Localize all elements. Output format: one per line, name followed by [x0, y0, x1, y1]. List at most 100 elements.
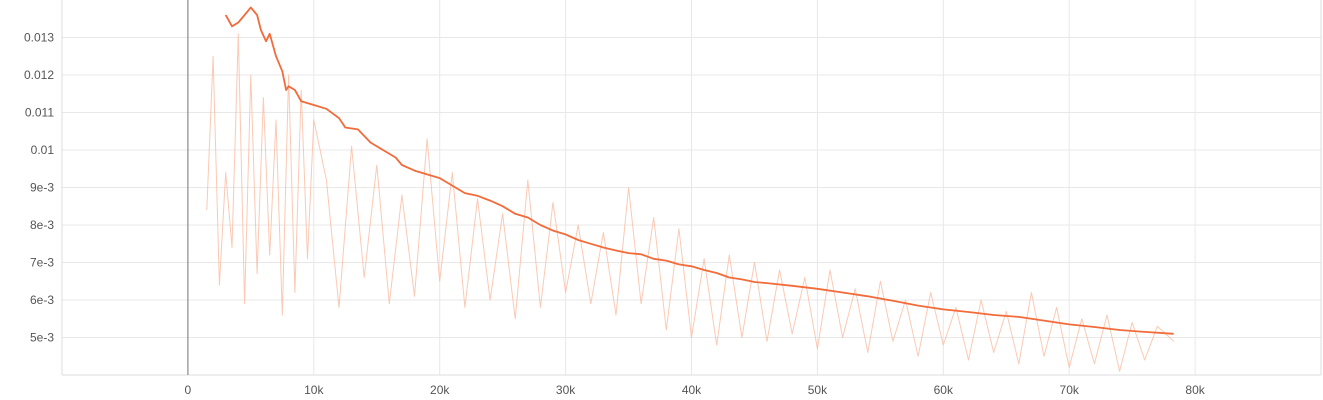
raw-series-line-point: [829, 269, 830, 270]
smoothed-series-line-point: [867, 296, 868, 297]
smoothed-series-line-point: [427, 174, 428, 175]
raw-series-line-point: [918, 356, 919, 357]
smoothed-series-line-point: [653, 258, 654, 259]
smoothed-series-line-point: [401, 164, 402, 165]
y-tick-label: 0.012: [24, 68, 54, 82]
smoothed-series-line-point: [1043, 320, 1044, 321]
smoothed-series-line-point: [1069, 324, 1070, 325]
raw-series-line-point: [288, 74, 289, 75]
raw-series-line-point: [968, 359, 969, 360]
raw-series-line-point: [502, 213, 503, 214]
smoothed-series-line-point: [250, 7, 251, 8]
x-tick-label: 50k: [808, 383, 828, 397]
raw-series-line-point: [729, 254, 730, 255]
raw-series-line-point: [244, 303, 245, 304]
smoothed-series-line-point: [603, 247, 604, 248]
smoothed-series-line-point: [414, 170, 415, 171]
raw-series-line-point: [641, 303, 642, 304]
raw-series-line-point: [817, 348, 818, 349]
raw-series-line-point: [376, 164, 377, 165]
raw-series-line-point: [1006, 311, 1007, 312]
smoothed-series-line-point: [244, 14, 245, 15]
smoothed-series-line-point: [288, 86, 289, 87]
smoothed-series-line-point: [578, 239, 579, 240]
raw-series-line-point: [282, 314, 283, 315]
raw-series-line-point: [338, 307, 339, 308]
raw-series-line-point: [666, 329, 667, 330]
raw-series-line-point: [219, 284, 220, 285]
raw-series-line-point: [943, 344, 944, 345]
smoothed-series-line-point: [766, 283, 767, 284]
smoothed-series-line-point: [515, 213, 516, 214]
smoothed-series-line-point: [477, 195, 478, 196]
smoothed-series-line-point: [918, 305, 919, 306]
x-tick-label: 10k: [304, 383, 324, 397]
smoothed-series-line-point: [666, 260, 667, 261]
raw-series-line-point: [439, 281, 440, 282]
smoothed-series-line-point: [527, 217, 528, 218]
smoothed-series-line-point: [338, 118, 339, 119]
smoothed-series-line-point: [326, 108, 327, 109]
smoothed-series-line-point: [552, 230, 553, 231]
raw-series-line-point: [427, 138, 428, 139]
smoothed-series-line-point: [1119, 329, 1120, 330]
raw-series-line-point: [766, 341, 767, 342]
smoothed-series-line-point: [817, 288, 818, 289]
smoothed-series-line-point: [260, 29, 261, 30]
smoothed-series-line-point: [257, 14, 258, 15]
y-tick-label: 0.01: [31, 143, 55, 157]
x-tick-labels: 0 10k 20k 30k 40k 50k 60k 70k 80k: [185, 383, 1206, 397]
raw-series-line-point: [527, 179, 528, 180]
raw-series-line-point: [257, 273, 258, 274]
smoothed-series-line-point: [282, 71, 283, 72]
raw-series-group: [206, 33, 1175, 372]
smoothed-series-line-point: [313, 104, 314, 105]
x-tick-label: 0: [185, 383, 192, 397]
x-tick-label: 20k: [430, 383, 450, 397]
smoothed-series-line-point: [968, 311, 969, 312]
raw-series-line-point: [981, 299, 982, 300]
raw-series-line-point: [401, 194, 402, 195]
smoothed-series-line-point: [641, 254, 642, 255]
raw-series-line-point: [351, 146, 352, 147]
smoothed-series-line-point: [993, 314, 994, 315]
smoothed-series-line-point: [842, 292, 843, 293]
raw-series-line-point: [678, 228, 679, 229]
raw-series-line-point: [754, 262, 755, 263]
x-tick-label: 60k: [934, 383, 954, 397]
raw-series-line-point: [477, 198, 478, 199]
smoothed-series-line-point: [238, 22, 239, 23]
raw-series-line-point: [792, 333, 793, 334]
y-tick-labels: 5e-3 6e-3 7e-3 8e-3 9e-3 0.01 0.011 0.012 0.013: [24, 31, 54, 345]
y-tick-label: 0.013: [24, 31, 54, 45]
y-tick-label: 6e-3: [30, 293, 54, 307]
raw-series-line-point: [1144, 359, 1145, 360]
raw-series-line-point: [1056, 307, 1057, 308]
smoothed-series-line-point: [565, 234, 566, 235]
y-tick-label: 9e-3: [30, 181, 54, 195]
raw-series-line-point: [1157, 326, 1158, 327]
smoothed-series-line-point: [704, 269, 705, 270]
smoothed-series-line-point: [540, 224, 541, 225]
raw-series-line-point: [1069, 367, 1070, 368]
raw-series-line-point: [930, 292, 931, 293]
smoothed-series-line-point: [301, 101, 302, 102]
raw-series-line-point: [603, 232, 604, 233]
smoothed-series-line-point: [792, 285, 793, 286]
raw-series-line-point: [1119, 371, 1120, 372]
raw-series-line: [206, 33, 1175, 372]
raw-series-line-point: [490, 299, 491, 300]
raw-series-line-point: [1018, 363, 1019, 364]
raw-series-line-point: [565, 292, 566, 293]
raw-series-line-point: [263, 97, 264, 98]
raw-series-line-point: [993, 352, 994, 353]
smoothed-series-line-point: [382, 149, 383, 150]
smoothed-series-line-point: [628, 253, 629, 254]
raw-series-line-point: [578, 224, 579, 225]
x-tick-label: 40k: [682, 383, 702, 397]
raw-series-line-point: [250, 74, 251, 75]
raw-series-line-point: [414, 296, 415, 297]
raw-series-line-point: [867, 352, 868, 353]
